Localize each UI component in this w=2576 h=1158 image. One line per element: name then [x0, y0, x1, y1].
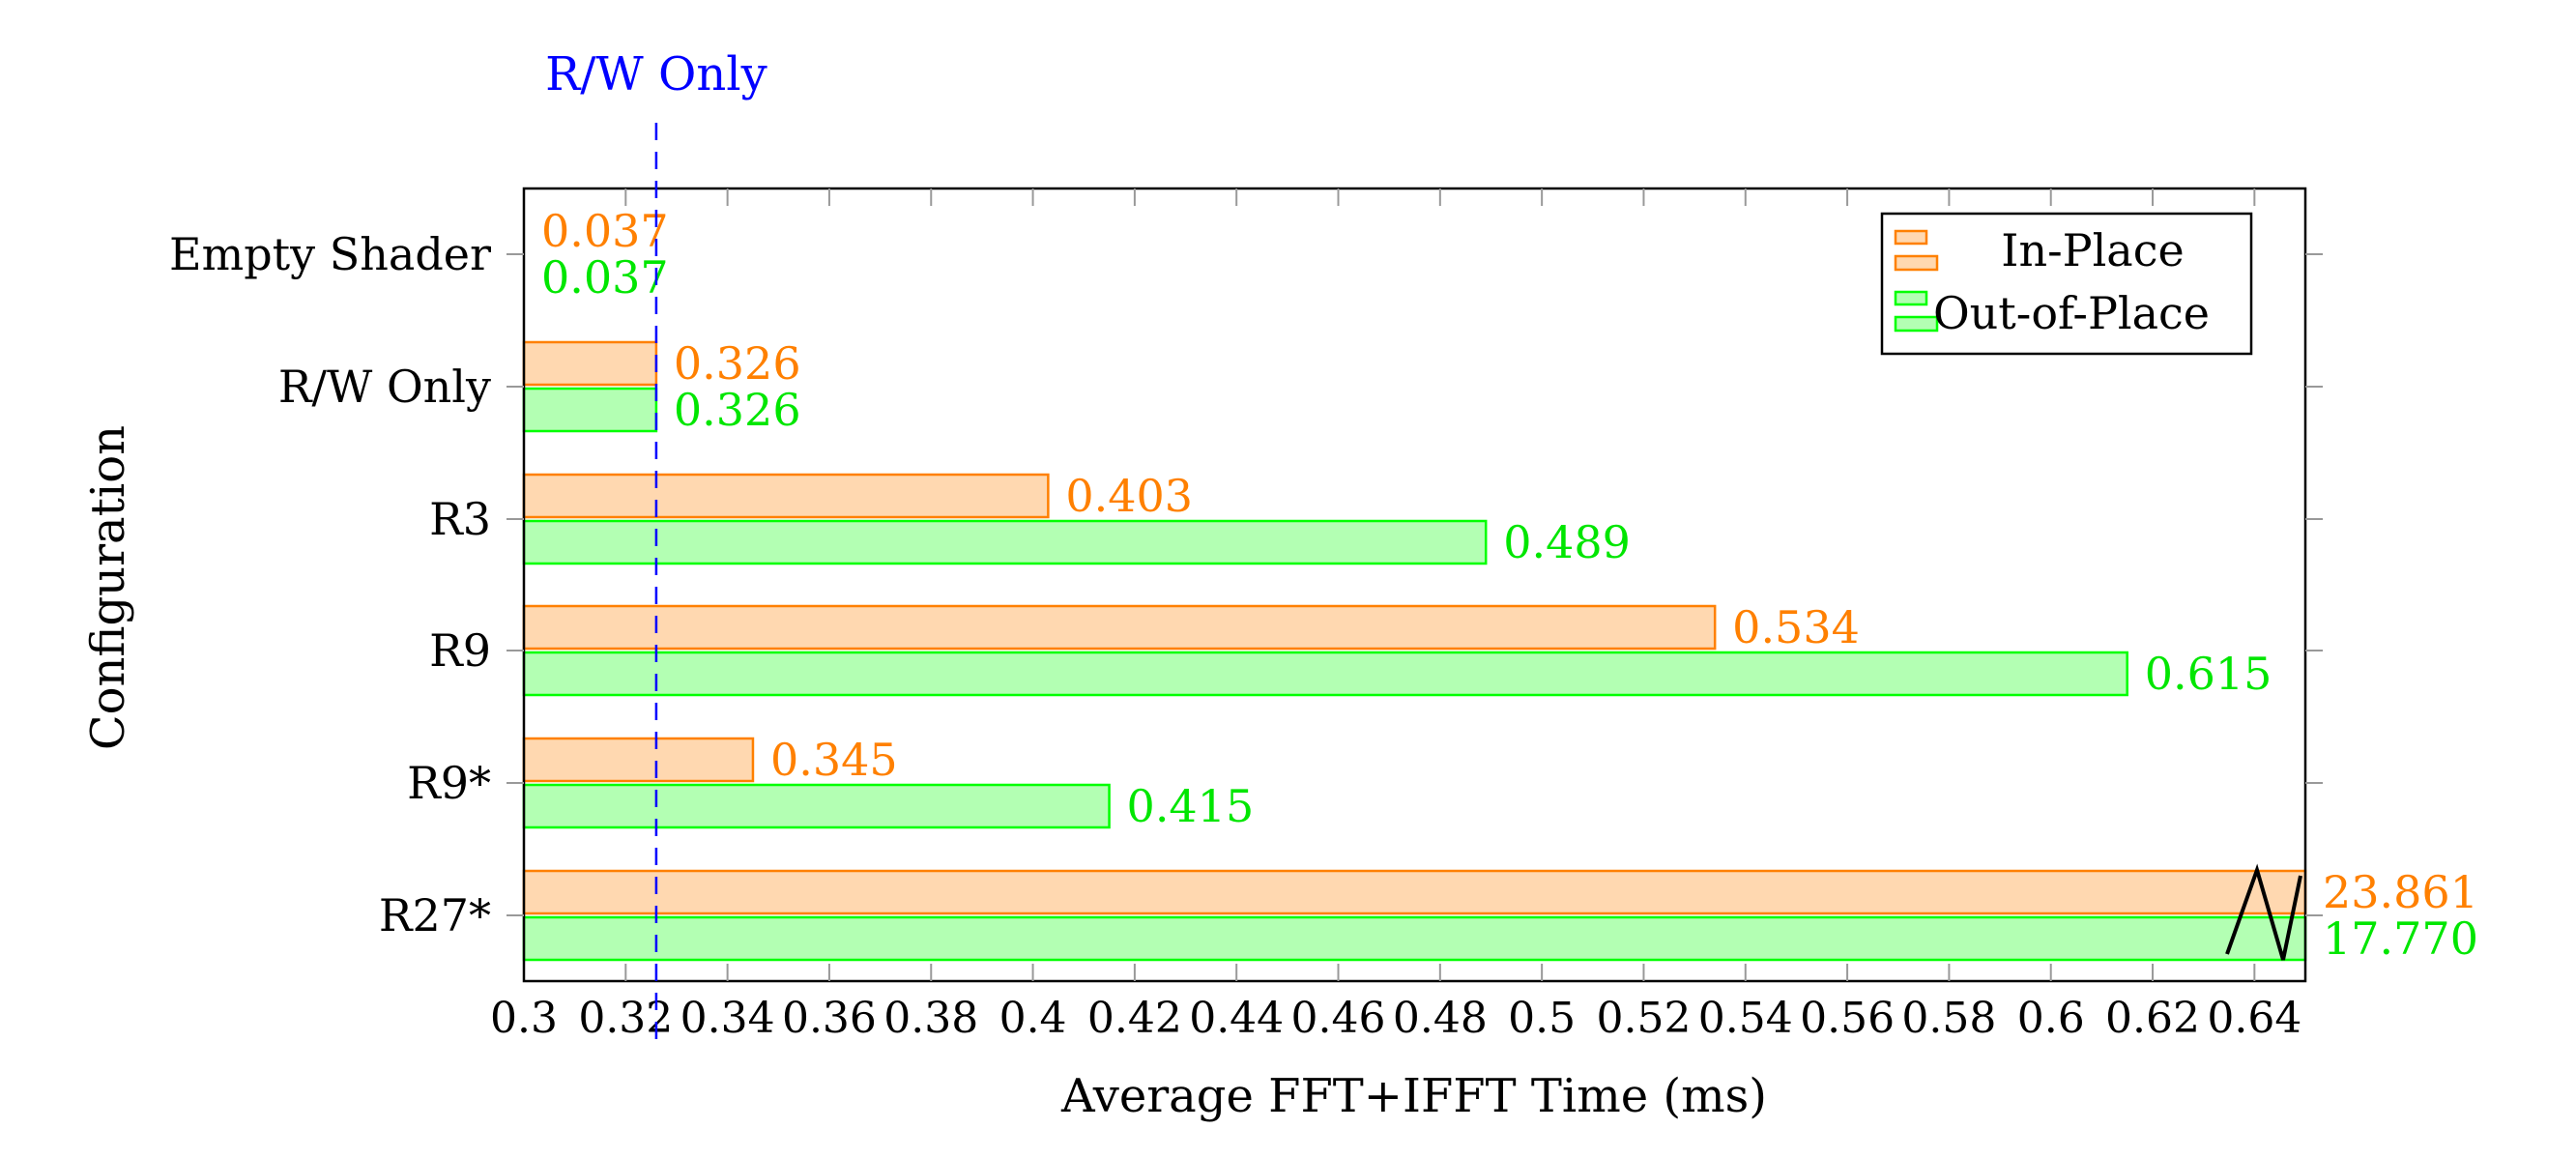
x-tick-label: 0.58 — [1901, 994, 1996, 1043]
reference-line-layer: R/W Only — [545, 47, 767, 1047]
x-tick-label: 0.44 — [1189, 994, 1284, 1043]
x-tick-label: 0.4 — [999, 994, 1067, 1043]
x-tick-label: 0.62 — [2105, 994, 2200, 1043]
legend-swatch-in-place-icon — [1894, 229, 1928, 246]
legend-swatch-out-of-place-icon — [1894, 315, 1939, 333]
legend-label-out-of-place: Out-of-Place — [1933, 287, 2210, 339]
x-tick-label: 0.5 — [1508, 994, 1576, 1043]
x-tick-label: 0.48 — [1393, 994, 1488, 1043]
category-label: Empty Shader — [169, 228, 491, 280]
category-label: R/W Only — [278, 361, 491, 413]
bar-out-of-place-4 — [522, 783, 1111, 829]
bars-layer — [522, 340, 2307, 962]
bar-value-label: 0.403 — [1065, 470, 1193, 522]
bar-value-label: 0.615 — [2145, 648, 2272, 700]
bar-value-label: 17.770 — [2323, 912, 2478, 965]
bar-in-place-5 — [522, 869, 2307, 915]
legend-swatch-in-place-icon — [1894, 254, 1939, 272]
bar-value-label: 0.326 — [674, 384, 801, 436]
legend-swatch-out-of-place-icon — [1894, 290, 1928, 306]
x-tick-label: 0.64 — [2207, 994, 2301, 1043]
x-tick-label: 0.6 — [2017, 994, 2085, 1043]
bar-value-label: 0.037 — [541, 251, 669, 304]
bar-out-of-place-5 — [522, 915, 2307, 962]
x-tick-label: 0.36 — [782, 994, 877, 1043]
x-axis-title: Average FFT+IFFT Time (ms) — [1060, 1069, 1767, 1123]
labels-layer: 0.0370.3260.4030.5340.34523.8610.0370.32… — [541, 205, 2478, 965]
x-tick-label: 0.32 — [578, 994, 673, 1043]
bar-value-label: 0.415 — [1127, 780, 1255, 832]
x-tick-label: 0.42 — [1087, 994, 1182, 1043]
axes-layer: 0.3 0.32 0.34 0.36 0.38 0.4 0.42 0.44 0.46 0.48 0.… — [169, 187, 2323, 1043]
axis-break-zigzag-icon — [2225, 863, 2302, 961]
legend: In-Place Out-of-Place — [1880, 212, 2253, 356]
bar-out-of-place-3 — [522, 651, 2128, 697]
reference-line-label: R/W Only — [545, 47, 767, 101]
category-label: R3 — [429, 493, 491, 545]
bar-value-label: 0.326 — [674, 337, 801, 390]
category-label: R9 — [429, 624, 491, 677]
x-tick-label: 0.52 — [1596, 994, 1691, 1043]
category-label: R9* — [407, 757, 491, 809]
category-label: R27* — [379, 889, 491, 941]
bar-in-place-1 — [522, 340, 658, 387]
axis-break-marker — [2225, 863, 2302, 961]
legend-entry-in-place: In-Place — [1894, 224, 2185, 276]
bar-in-place-3 — [522, 604, 1717, 651]
legend-label-in-place: In-Place — [2001, 224, 2184, 276]
legend-entry-out-of-place: Out-of-Place — [1894, 287, 2210, 339]
bar-value-label: 0.489 — [1503, 516, 1631, 568]
x-tick-label: 0.38 — [883, 994, 978, 1043]
x-tick-label: 0.54 — [1698, 994, 1793, 1043]
x-tick-label: 0.56 — [1800, 994, 1895, 1043]
x-tick-label: 0.3 — [490, 994, 558, 1043]
x-tick-label: 0.46 — [1291, 994, 1386, 1043]
bar-in-place-4 — [522, 737, 755, 783]
plot-frame — [522, 187, 2307, 983]
y-axis-title: Configuration — [81, 425, 135, 750]
bar-out-of-place-1 — [522, 387, 658, 433]
x-tick-label: 0.34 — [680, 994, 775, 1043]
bar-value-label: 0.037 — [541, 205, 669, 257]
bar-value-label: 0.345 — [770, 734, 898, 786]
bar-in-place-2 — [522, 473, 1050, 519]
bar-value-label: 23.861 — [2323, 866, 2478, 918]
bar-out-of-place-2 — [522, 519, 1488, 565]
legend-box — [1880, 212, 2253, 356]
bar-value-label: 0.534 — [1732, 601, 1860, 653]
